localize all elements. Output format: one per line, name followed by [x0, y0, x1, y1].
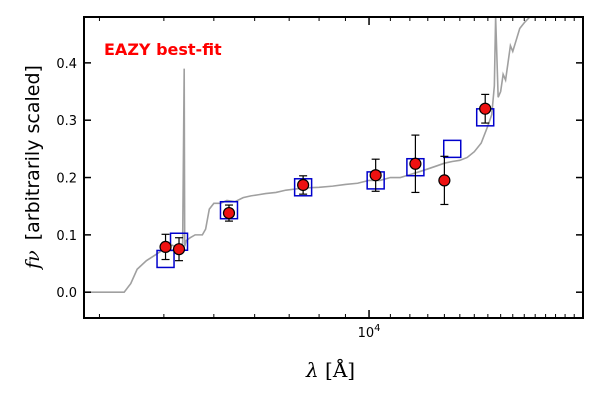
- observed-point: [297, 175, 310, 195]
- observed-point: [369, 158, 382, 192]
- y-tick-label: 0.4: [56, 57, 77, 72]
- x-axis-label: λ [Å]: [305, 357, 355, 382]
- y-tick-label: 0.3: [56, 114, 77, 129]
- observed-marker: [172, 243, 186, 256]
- observed-point: [479, 93, 492, 124]
- annotation-label: EAZY best-fit: [104, 40, 222, 59]
- svg-text:λ [Å]: λ [Å]: [305, 357, 355, 382]
- observed-marker: [222, 206, 236, 220]
- observed-marker: [297, 178, 310, 192]
- observed-point: [172, 237, 186, 262]
- model-photometry-square: [442, 139, 462, 159]
- observed-point: [409, 134, 422, 194]
- model-spectrum-line: [84, 17, 531, 293]
- y-axis-label: fν [arbitrarily scaled]: [22, 65, 44, 271]
- x-tick-label: 104: [358, 323, 381, 341]
- plot-frame: [83, 16, 584, 319]
- observed-point: [159, 233, 172, 261]
- observed-marker: [438, 174, 451, 187]
- observed-marker: [369, 169, 382, 182]
- observed-marker: [479, 102, 492, 115]
- y-tick-label: 0.2: [56, 172, 77, 187]
- observed-marker: [409, 157, 422, 170]
- y-tick-label: 0.0: [56, 286, 77, 301]
- observed-point: [222, 204, 236, 222]
- svg-text:fν [arbitrarily scaled]: fν [arbitrarily scaled]: [22, 65, 44, 271]
- observed-point: [438, 155, 451, 206]
- observed-marker: [159, 240, 172, 254]
- y-tick-label: 0.1: [56, 229, 77, 244]
